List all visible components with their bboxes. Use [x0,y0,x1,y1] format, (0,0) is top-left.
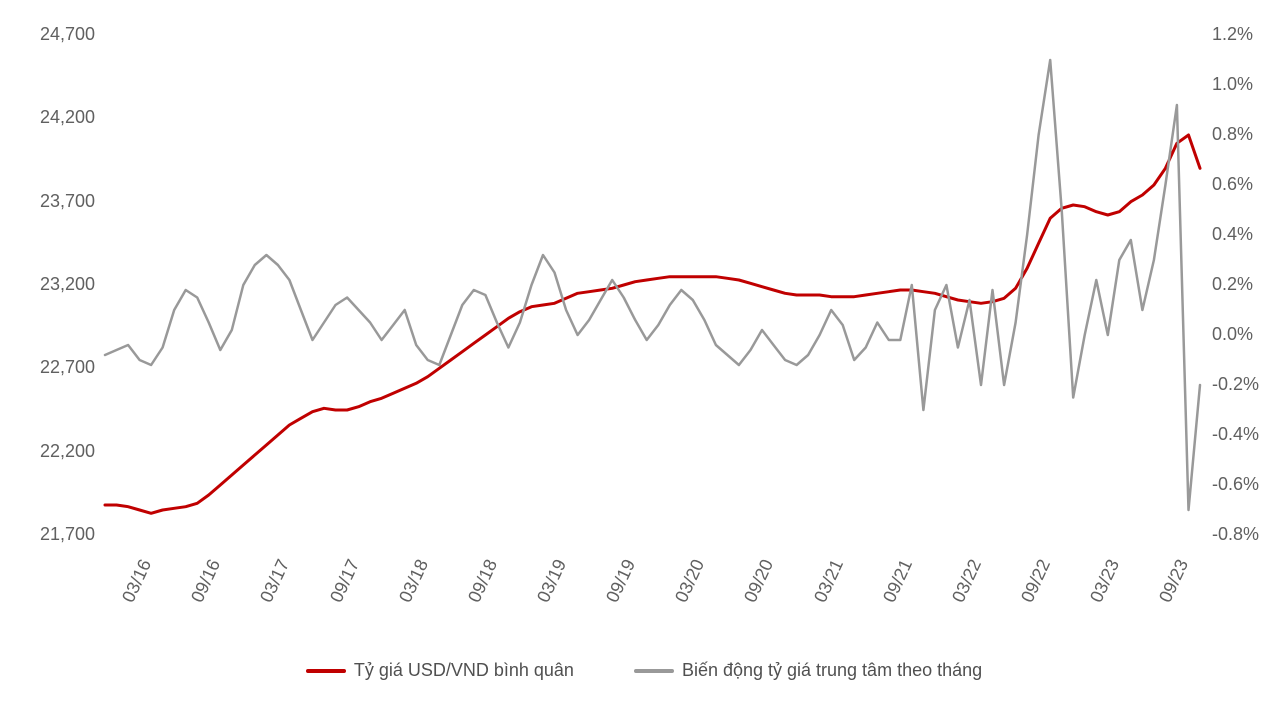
x-tick-label: 09/16 [187,556,225,606]
x-tick-label: 03/18 [395,556,433,606]
y-right-tick-label: -0.6% [1212,474,1259,495]
legend-label: Tỷ giá USD/VND bình quân [354,660,574,681]
x-tick-label: 09/23 [1155,556,1193,606]
x-tick-label: 03/23 [1086,556,1124,606]
plot-area [105,35,1200,535]
x-tick-label: 09/18 [464,556,502,606]
legend-item: Tỷ giá USD/VND bình quân [306,660,574,681]
x-tick-label: 03/19 [533,556,571,606]
x-tick-label: 03/17 [256,556,294,606]
x-tick-label: 03/21 [810,556,848,606]
y-right-tick-label: -0.2% [1212,374,1259,395]
y-left-tick-label: 23,700 [40,191,95,212]
legend-item: Biến động tỷ giá trung tâm theo tháng [634,660,982,681]
legend-swatch [306,669,346,673]
legend: Tỷ giá USD/VND bình quân Biến động tỷ giá… [0,660,1288,681]
y-right-tick-label: 0.4% [1212,224,1253,245]
exchange-rate-chart: 21,700 22,200 22,700 23,200 23,700 24,200 24,7… [0,0,1288,720]
legend-label: Biến động tỷ giá trung tâm theo tháng [682,660,982,681]
y-right-tick-label: -0.8% [1212,524,1259,545]
x-tick-label: 09/20 [740,556,778,606]
y-left-tick-label: 21,700 [40,524,95,545]
series-line [105,135,1200,513]
y-right-tick-label: -0.4% [1212,424,1259,445]
x-tick-label: 09/17 [326,556,364,606]
x-tick-label: 09/22 [1017,556,1055,606]
y-right-tick-label: 1.0% [1212,74,1253,95]
y-right-tick-label: 0.2% [1212,274,1253,295]
y-left-tick-label: 24,200 [40,107,95,128]
x-tick-label: 03/22 [948,556,986,606]
x-tick-label: 03/20 [671,556,709,606]
y-left-tick-label: 22,200 [40,441,95,462]
chart-lines-svg [105,35,1200,535]
x-tick-label: 03/16 [118,556,156,606]
y-left-tick-label: 23,200 [40,274,95,295]
y-left-tick-label: 22,700 [40,357,95,378]
y-right-tick-label: 0.0% [1212,324,1253,345]
x-tick-label: 09/19 [602,556,640,606]
y-right-tick-label: 1.2% [1212,24,1253,45]
y-right-tick-label: 0.6% [1212,174,1253,195]
x-tick-label: 09/21 [879,556,917,606]
legend-swatch [634,669,674,673]
y-left-tick-label: 24,700 [40,24,95,45]
y-right-tick-label: 0.8% [1212,124,1253,145]
